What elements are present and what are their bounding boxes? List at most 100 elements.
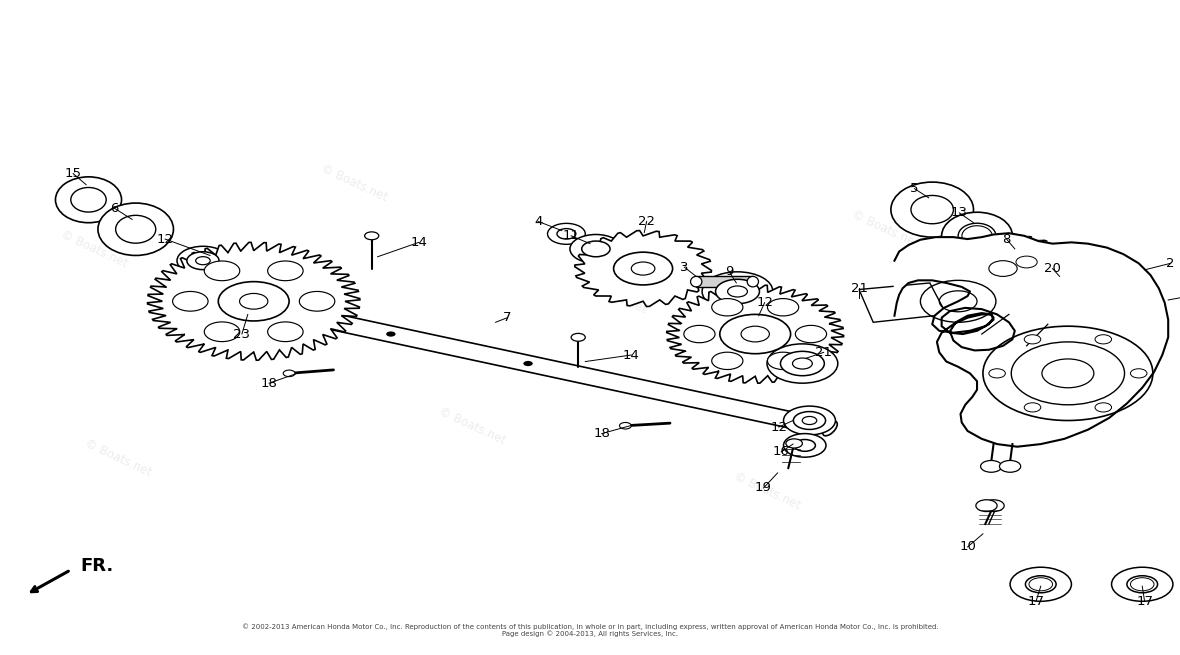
Text: 3: 3 <box>680 261 689 274</box>
Text: 14: 14 <box>623 348 640 362</box>
Text: © Boats.net: © Boats.net <box>437 405 507 447</box>
Text: 8: 8 <box>1002 233 1011 246</box>
Circle shape <box>1112 567 1173 601</box>
Circle shape <box>786 439 802 448</box>
Circle shape <box>1024 335 1041 344</box>
Circle shape <box>767 344 838 383</box>
Text: 21: 21 <box>851 282 867 295</box>
Circle shape <box>784 434 826 457</box>
Circle shape <box>1024 403 1041 412</box>
Circle shape <box>684 326 715 343</box>
Text: 23: 23 <box>234 328 250 341</box>
Circle shape <box>989 369 1005 378</box>
Circle shape <box>1076 316 1095 326</box>
Polygon shape <box>968 236 1067 291</box>
Circle shape <box>172 291 208 311</box>
Ellipse shape <box>747 276 759 287</box>
Circle shape <box>1095 403 1112 412</box>
Circle shape <box>795 326 826 343</box>
Circle shape <box>976 500 997 512</box>
Text: © Boats.net: © Boats.net <box>578 274 649 316</box>
Circle shape <box>720 314 791 354</box>
Circle shape <box>1050 301 1121 341</box>
Circle shape <box>1016 256 1037 268</box>
Circle shape <box>994 250 1041 276</box>
Text: 21: 21 <box>815 346 832 359</box>
Circle shape <box>196 257 210 265</box>
Ellipse shape <box>942 212 1012 259</box>
Ellipse shape <box>958 223 996 248</box>
Circle shape <box>582 241 610 257</box>
Circle shape <box>702 272 773 311</box>
Text: © 2002-2013 American Honda Motor Co., Inc. Reproduction of the contents of this : © 2002-2013 American Honda Motor Co., In… <box>242 623 938 637</box>
Text: © Boats.net: © Boats.net <box>83 438 153 479</box>
Text: 12: 12 <box>771 421 787 434</box>
Circle shape <box>983 500 1004 512</box>
Circle shape <box>741 326 769 342</box>
Circle shape <box>283 370 295 377</box>
Ellipse shape <box>690 276 702 287</box>
Text: © Boats.net: © Boats.net <box>732 470 802 512</box>
Ellipse shape <box>962 226 992 246</box>
Circle shape <box>570 234 622 263</box>
Circle shape <box>300 291 335 311</box>
Circle shape <box>177 246 229 275</box>
Ellipse shape <box>71 187 106 212</box>
Polygon shape <box>148 242 360 360</box>
Circle shape <box>712 352 743 369</box>
Circle shape <box>1063 309 1108 333</box>
Circle shape <box>1130 578 1154 591</box>
Circle shape <box>218 282 289 321</box>
Text: 5: 5 <box>910 182 919 195</box>
Circle shape <box>204 261 240 281</box>
Text: © Boats.net: © Boats.net <box>319 162 389 204</box>
Text: 18: 18 <box>261 377 277 390</box>
Circle shape <box>1095 335 1112 344</box>
Circle shape <box>784 406 835 435</box>
Text: 16: 16 <box>773 445 789 458</box>
Polygon shape <box>1012 269 1112 324</box>
Circle shape <box>767 352 799 369</box>
Polygon shape <box>859 283 946 322</box>
Circle shape <box>268 322 303 342</box>
Circle shape <box>794 440 815 451</box>
Text: 9: 9 <box>725 265 734 278</box>
Text: FR.: FR. <box>80 557 113 575</box>
Circle shape <box>780 351 825 376</box>
Ellipse shape <box>911 195 953 224</box>
Text: 15: 15 <box>65 167 81 180</box>
Circle shape <box>571 333 585 341</box>
Circle shape <box>1053 291 1071 301</box>
Text: 12: 12 <box>756 296 773 309</box>
Text: 20: 20 <box>1044 262 1061 275</box>
Bar <box>696 276 753 287</box>
Circle shape <box>548 223 585 244</box>
Text: 6: 6 <box>110 202 119 215</box>
Circle shape <box>981 460 1002 472</box>
Circle shape <box>989 261 1017 276</box>
Ellipse shape <box>98 203 173 255</box>
Circle shape <box>620 422 631 429</box>
Text: 12: 12 <box>157 233 173 246</box>
Text: 18: 18 <box>594 427 610 440</box>
Polygon shape <box>667 285 844 383</box>
Circle shape <box>186 252 219 270</box>
Polygon shape <box>575 231 712 307</box>
Circle shape <box>793 411 826 430</box>
Text: 13: 13 <box>951 206 968 219</box>
Text: © Boats.net: © Boats.net <box>850 208 920 250</box>
Text: 14: 14 <box>411 236 427 249</box>
Text: 17: 17 <box>1028 595 1044 608</box>
Circle shape <box>631 262 655 275</box>
Text: 7: 7 <box>503 311 512 324</box>
Text: 2: 2 <box>1166 257 1175 270</box>
Circle shape <box>1010 567 1071 601</box>
Circle shape <box>802 417 817 424</box>
Circle shape <box>1025 576 1056 593</box>
Text: © Boats.net: © Boats.net <box>968 339 1038 381</box>
Circle shape <box>386 331 395 337</box>
Circle shape <box>1127 576 1158 593</box>
Text: 17: 17 <box>1136 595 1153 608</box>
Ellipse shape <box>116 215 156 243</box>
Text: 19: 19 <box>755 481 772 495</box>
